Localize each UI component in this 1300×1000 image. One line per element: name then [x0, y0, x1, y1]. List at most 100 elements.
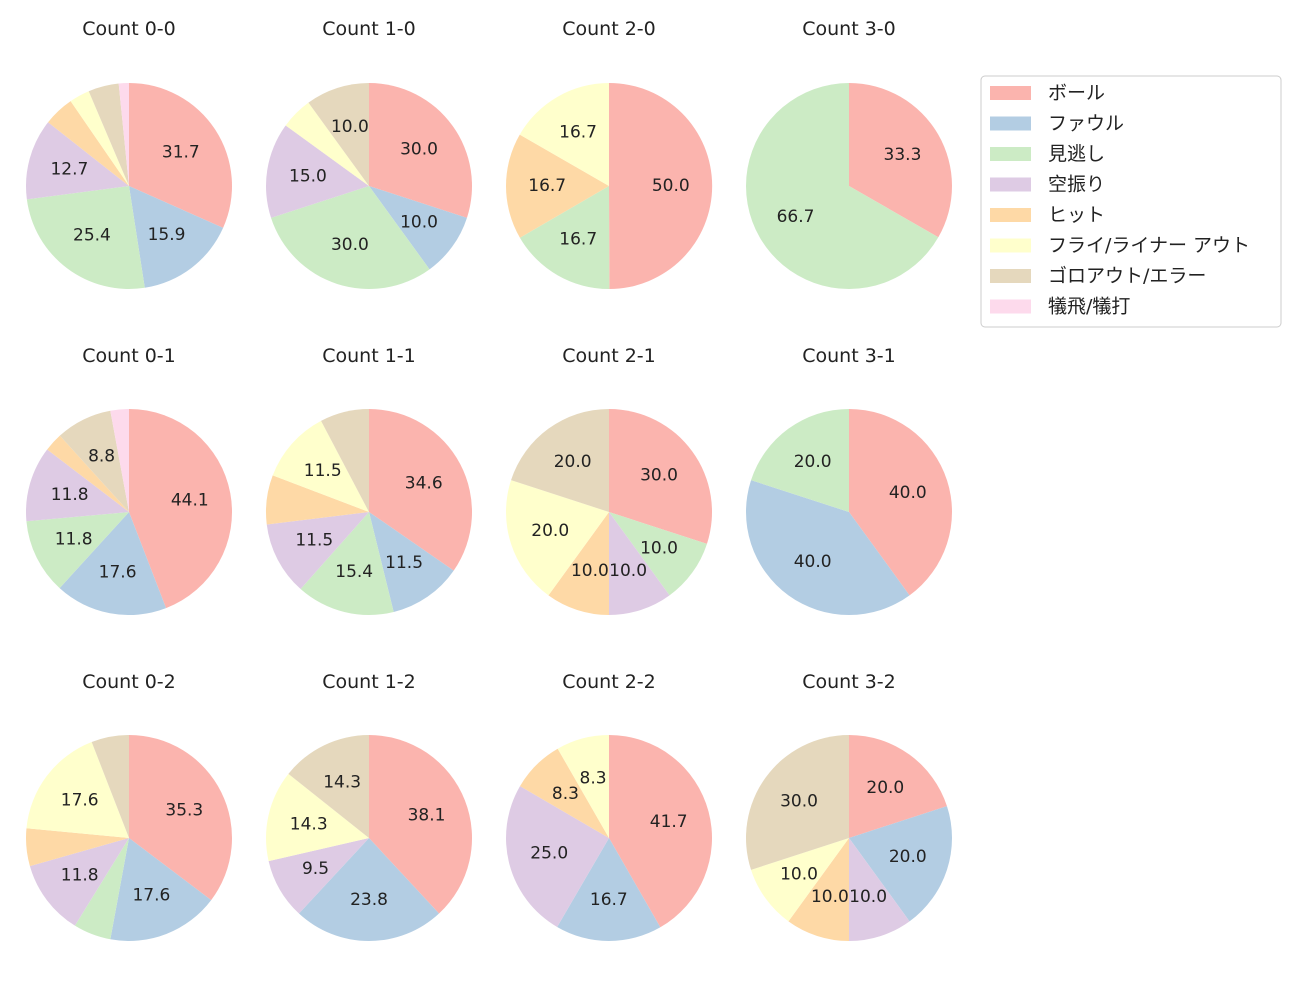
pie-slice — [609, 82, 713, 289]
legend-swatch — [990, 208, 1031, 222]
pie-slice — [849, 83, 952, 238]
slice-label: 40.0 — [794, 552, 832, 572]
pie-slice — [369, 186, 467, 270]
pie-chart-7: Count 2-130.010.010.010.020.020.0 — [505, 345, 713, 615]
pie-slice — [506, 134, 609, 238]
pie-slice — [285, 102, 369, 186]
pie-slice — [110, 838, 212, 941]
legend-item: ファウル — [990, 113, 1124, 135]
slice-label: 20.0 — [531, 521, 569, 541]
pie-slice — [118, 83, 129, 186]
pie-chart-5: Count 0-1 44.1 17.6 11.8 11.8 8.8 — [25, 345, 233, 616]
pie-slice — [25, 122, 129, 200]
pie-slice — [557, 838, 661, 941]
pie-slice — [110, 409, 129, 512]
legend-item: ヒット — [990, 204, 1105, 226]
pie-slice — [548, 512, 609, 615]
slice-label: 11.5 — [295, 531, 333, 551]
slice-label: 41.7 — [650, 812, 688, 832]
slice-label: 25.4 — [73, 225, 111, 245]
pie-slice — [88, 83, 129, 186]
slice-label: 10.0 — [331, 117, 369, 137]
slice-label: 50.0 — [652, 176, 690, 196]
pie-slice — [609, 512, 670, 615]
pie-slice — [511, 409, 609, 512]
legend-label: フライ/ライナー アウト — [1048, 235, 1250, 257]
slice-label: 20.0 — [794, 452, 832, 472]
pie-chart-1: Count 0-0 31.7 15.9 25.4 12.7 — [25, 18, 232, 289]
slice-label: 30.0 — [400, 140, 438, 160]
pie-slice — [29, 838, 129, 926]
pie-slice — [369, 83, 473, 218]
legend-swatch — [990, 299, 1031, 314]
chart-title: Count 3-0 — [802, 18, 896, 40]
pie-slice — [751, 838, 849, 922]
slice-label: 10.0 — [780, 864, 818, 884]
pie-chart-8: Count 3-1 40.0 40.0 20.0 — [745, 345, 952, 616]
legend-item: ボール — [990, 82, 1105, 104]
legend-swatch — [990, 86, 1031, 100]
pie-slice — [745, 480, 910, 616]
chart-title: Count 0-0 — [82, 18, 176, 40]
legend-label: ボール — [1048, 82, 1105, 104]
slice-label: 15.0 — [289, 166, 327, 186]
legend-label: ファウル — [1048, 113, 1124, 135]
legend-label: 空振り — [1048, 174, 1105, 196]
pie-chart-9: Count 0-2 35.3 17.6 11.8 17.6 — [26, 671, 232, 941]
slice-label: 8.3 — [552, 784, 579, 804]
pie-slice — [48, 101, 129, 186]
pie-slice — [25, 449, 130, 522]
pie-slice — [849, 409, 952, 596]
pie-chart-4: Count 3-0 33.3 66.7 — [745, 18, 952, 289]
slice-label: 10.0 — [571, 561, 609, 581]
legend-item: 空振り — [990, 174, 1105, 196]
pie-slice — [609, 512, 707, 596]
legend-item: ゴロアウト/エラー — [990, 265, 1206, 287]
pie-chart-10: Count 1-2 38.1 23.8 9.5 14.3 14.3 — [265, 671, 473, 942]
slice-label: 33.3 — [884, 145, 922, 165]
slice-label: 14.3 — [290, 814, 328, 834]
chart-title: Count 3-2 — [802, 671, 896, 693]
pie-chart-11: Count 2-2 41.7 16.7 25.0 8.38.3 — [506, 671, 712, 941]
legend-item: 犠飛/犠打 — [990, 296, 1130, 318]
pie-slice — [505, 480, 609, 596]
slice-label: 38.1 — [408, 805, 446, 825]
slice-label: 31.7 — [162, 142, 200, 162]
pie-slice — [506, 786, 609, 927]
pie-slice — [26, 512, 129, 589]
slice-label: 30.0 — [640, 466, 678, 486]
slice-label: 44.1 — [171, 491, 209, 511]
pie-slice — [129, 83, 232, 228]
pie-slice — [265, 773, 369, 862]
slice-label: 10.0 — [640, 538, 678, 558]
pie-slice — [59, 512, 167, 616]
slice-label: 11.5 — [304, 461, 342, 481]
pie-chart-6: Count 1-134.611.515.411.511.5 — [265, 345, 473, 616]
chart-title: Count 2-1 — [562, 345, 656, 367]
legend-item: フライ/ライナー アウト — [990, 235, 1250, 257]
slice-label: 10.0 — [609, 561, 647, 581]
pie-chart-12: Count 3-220.020.010.010.010.030.0 — [745, 671, 953, 941]
slice-label: 12.7 — [50, 160, 88, 180]
pie-slice — [849, 838, 910, 941]
legend-swatch — [990, 116, 1031, 131]
slice-label: 16.7 — [590, 890, 628, 910]
slice-label: 20.0 — [554, 452, 592, 472]
charts-layer: Count 0-0 31.7 15.9 25.4 12.7 Count 1-0 30.0 10… — [25, 18, 953, 942]
chart-title: Count 0-1 — [82, 345, 176, 367]
slice-label: 16.7 — [528, 176, 566, 196]
pie-slice — [300, 512, 394, 616]
chart-title: Count 1-0 — [322, 18, 416, 40]
legend-swatch — [990, 147, 1031, 161]
pie-slice — [519, 83, 609, 186]
slice-label: 11.8 — [55, 529, 93, 549]
chart-title: Count 2-0 — [562, 18, 656, 40]
pie-slice — [129, 735, 232, 901]
pie-slice — [788, 838, 849, 941]
pie-chart-2: Count 1-0 30.0 10.0 30.0 15.0 10.0 — [265, 18, 473, 290]
chart-title: Count 1-1 — [322, 345, 416, 367]
legend-swatch — [990, 177, 1031, 192]
slice-label: 11.8 — [51, 485, 89, 505]
